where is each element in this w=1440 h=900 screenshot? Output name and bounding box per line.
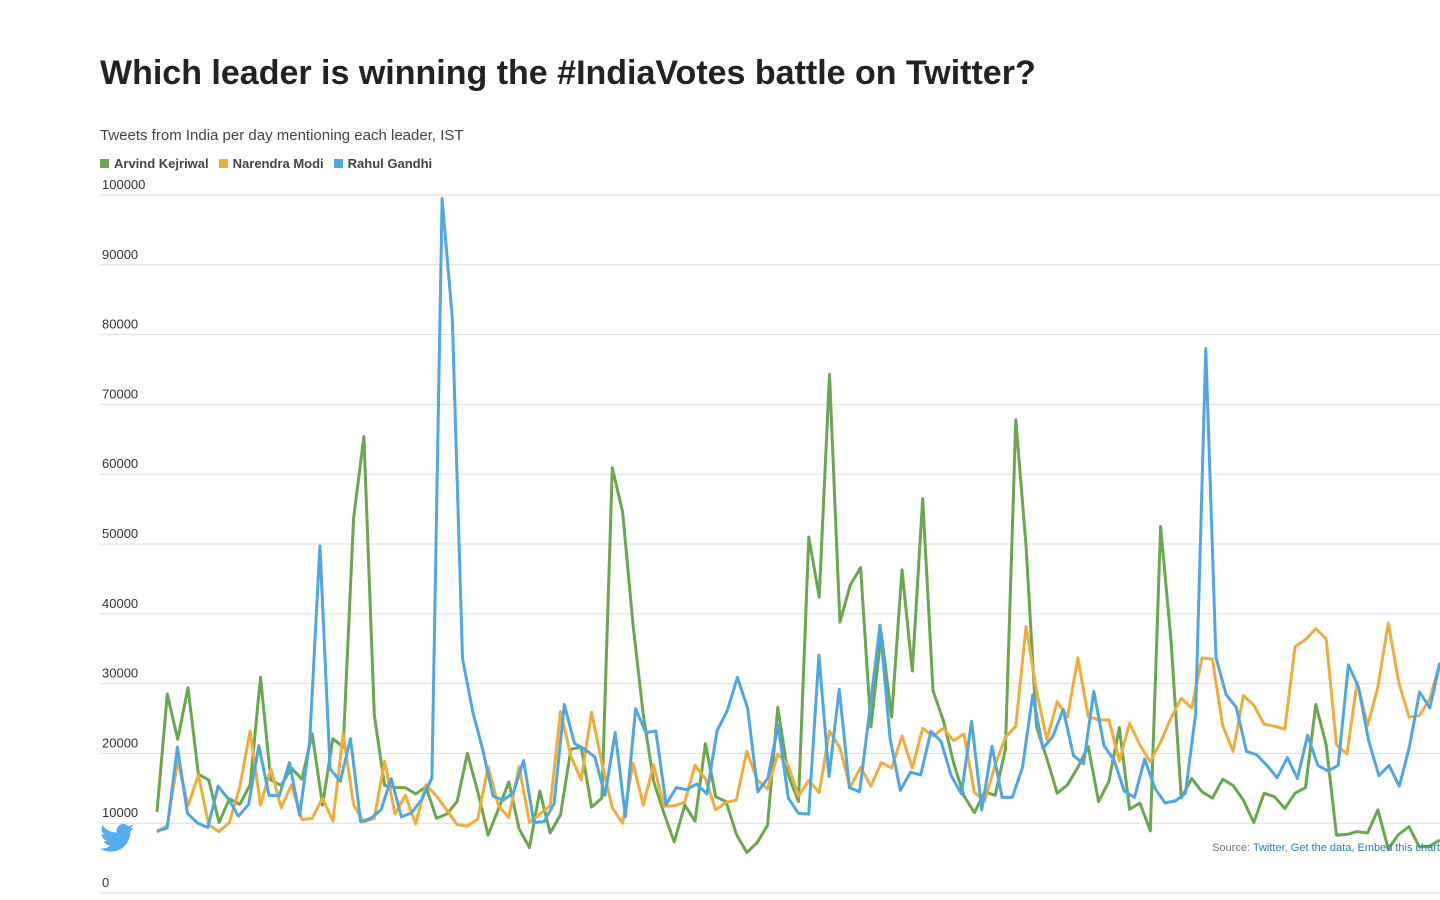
chart-source: Source: Twitter, Get the data, Embed thi…	[1212, 842, 1440, 854]
y-tick-label-70000: 70000	[102, 386, 138, 401]
y-tick-label-10000: 10000	[102, 805, 138, 820]
y-tick-label-20000: 20000	[102, 735, 138, 750]
y-tick-label-40000: 40000	[102, 596, 138, 611]
legend-label-kejriwal: Arvind Kejriwal	[114, 156, 209, 171]
y-tick-label-80000: 80000	[102, 317, 138, 332]
source-separator-1: ,	[1284, 842, 1291, 854]
y-tick-label-0: 0	[102, 875, 109, 890]
legend-item-modi[interactable]: Narendra Modi	[218, 156, 324, 171]
legend-swatch-modi	[218, 159, 228, 168]
chart-title: Which leader is winning the #IndiaVotes …	[100, 54, 1036, 92]
source-separator-2: ,	[1351, 842, 1358, 854]
y-tick-label-60000: 60000	[102, 456, 138, 471]
series-line-arvind-kejriwal[interactable]	[155, 372, 1440, 854]
y-tick-label-50000: 50000	[102, 526, 138, 541]
get-data-link[interactable]: Get the data	[1290, 842, 1352, 854]
chart-series	[155, 197, 1440, 854]
legend-item-kejriwal[interactable]: Arvind Kejriwal	[100, 156, 209, 171]
y-axis-ticks: 0 10000 20000 30000 40000 50000 60000 70000 8000…	[102, 177, 145, 890]
chart-legend: Arvind Kejriwal Narendra Modi Rahul Gand…	[100, 156, 432, 171]
source-twitter-link[interactable]: Twitter	[1252, 842, 1285, 854]
y-tick-label-30000: 30000	[102, 666, 138, 681]
chart-subtitle: Tweets from India per day mentioning eac…	[100, 127, 464, 144]
y-tick-label-90000: 90000	[102, 247, 138, 262]
legend-item-gandhi[interactable]: Rahul Gandhi	[333, 156, 433, 171]
series-line-rahul-gandhi[interactable]	[156, 197, 1440, 833]
embed-chart-link[interactable]: Embed this chart	[1357, 842, 1440, 854]
chart-gridlines	[100, 194, 1440, 894]
source-prefix: Source:	[1212, 842, 1253, 854]
legend-label-modi: Narendra Modi	[232, 156, 324, 171]
legend-label-gandhi: Rahul Gandhi	[347, 156, 433, 171]
twitter-bird-icon	[100, 823, 134, 852]
legend-swatch-kejriwal	[100, 159, 109, 168]
legend-swatch-gandhi	[333, 159, 343, 168]
y-tick-label-100000: 100000	[102, 177, 145, 192]
